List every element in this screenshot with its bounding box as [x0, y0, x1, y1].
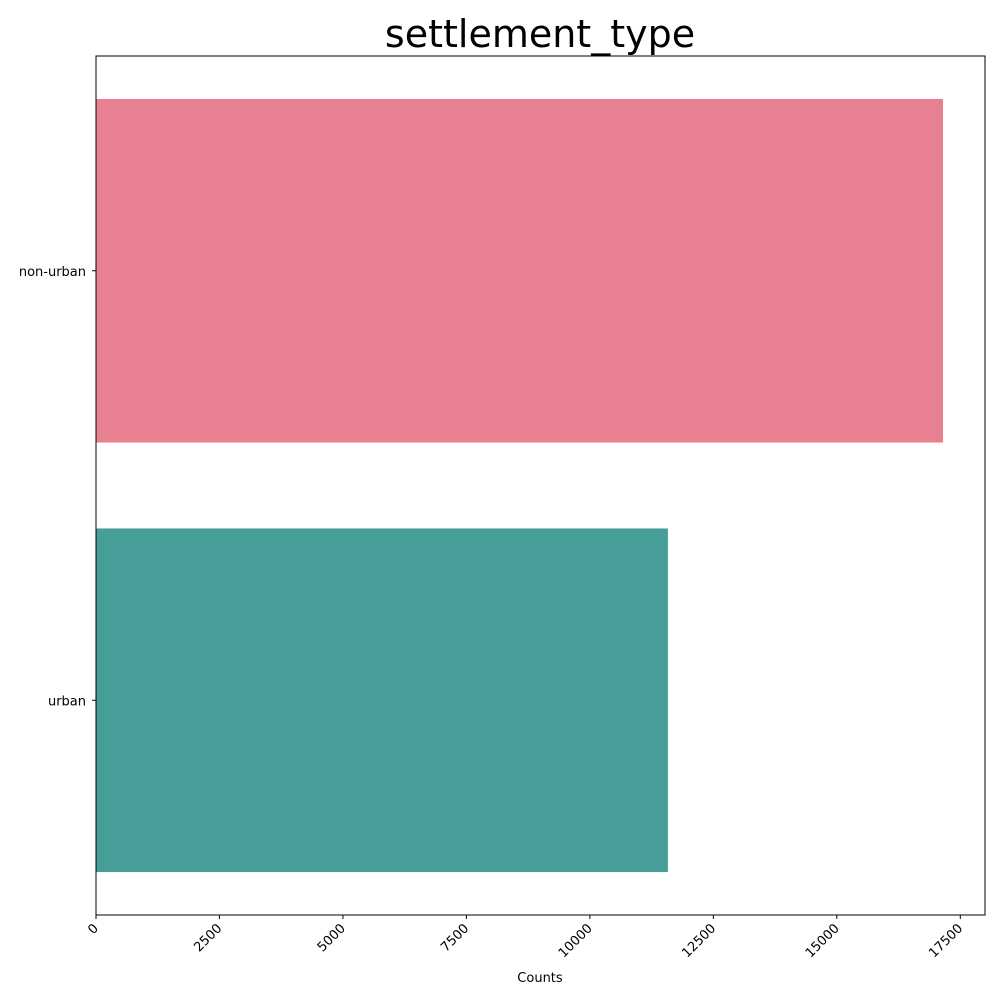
x-tick-label: 7500: [438, 921, 472, 955]
bar-urban: [96, 528, 668, 873]
x-axis-label: Counts: [517, 971, 563, 986]
bars-layer: [96, 98, 944, 873]
y-tick-label: urban: [48, 694, 86, 709]
bar-non-urban: [96, 98, 944, 443]
y-axis: non-urban urban: [19, 265, 96, 709]
x-tick-label: 10000: [556, 921, 596, 961]
plot-frame: [95, 55, 986, 916]
x-axis: 0 2500 5000 7500 10000 12500 15000 17500: [85, 915, 966, 961]
x-tick-label: 12500: [679, 921, 719, 961]
x-tick-label: 5000: [315, 921, 349, 955]
x-tick-label: 15000: [803, 921, 843, 961]
x-tick-label: 0: [85, 921, 101, 937]
chart-title: settlement_type: [385, 12, 695, 56]
y-tick-label: non-urban: [19, 265, 86, 280]
x-tick-label: 2500: [191, 921, 225, 955]
x-tick-label: 17500: [926, 921, 966, 961]
